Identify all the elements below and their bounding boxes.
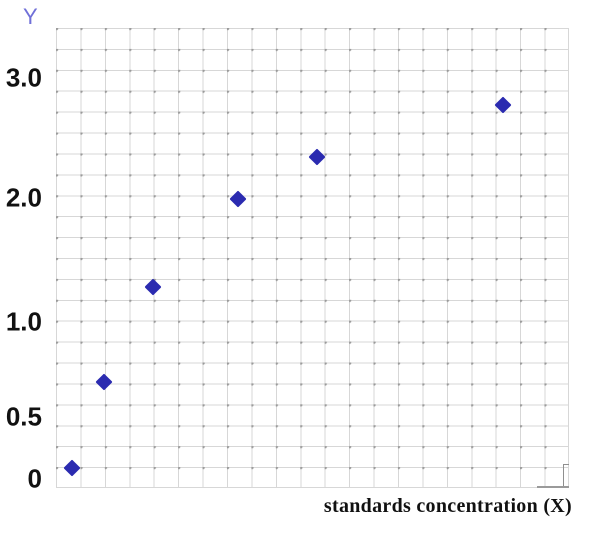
x-axis-title: standards concentration (X) — [323, 495, 572, 517]
corner-mark — [537, 486, 569, 488]
corner-mark — [563, 464, 564, 488]
plot-area — [56, 28, 569, 488]
y-tick-label: 1.0 — [5, 306, 42, 337]
y-tick-label: 2.0 — [5, 182, 42, 213]
data-point — [229, 190, 247, 208]
data-point — [144, 278, 162, 296]
y-tick-label: 3.0 — [5, 62, 42, 93]
data-point — [63, 459, 81, 477]
data-point — [308, 148, 326, 166]
corner-mark — [563, 464, 569, 465]
data-point — [95, 373, 113, 391]
y-tick-label: 0 — [27, 463, 42, 494]
y-axis-tick-labels: 3.0 2.0 1.0 0.5 0 — [0, 0, 44, 542]
y-axis-title: Y — [23, 4, 38, 29]
data-point — [494, 96, 512, 114]
y-tick-label: 0.5 — [5, 401, 42, 432]
